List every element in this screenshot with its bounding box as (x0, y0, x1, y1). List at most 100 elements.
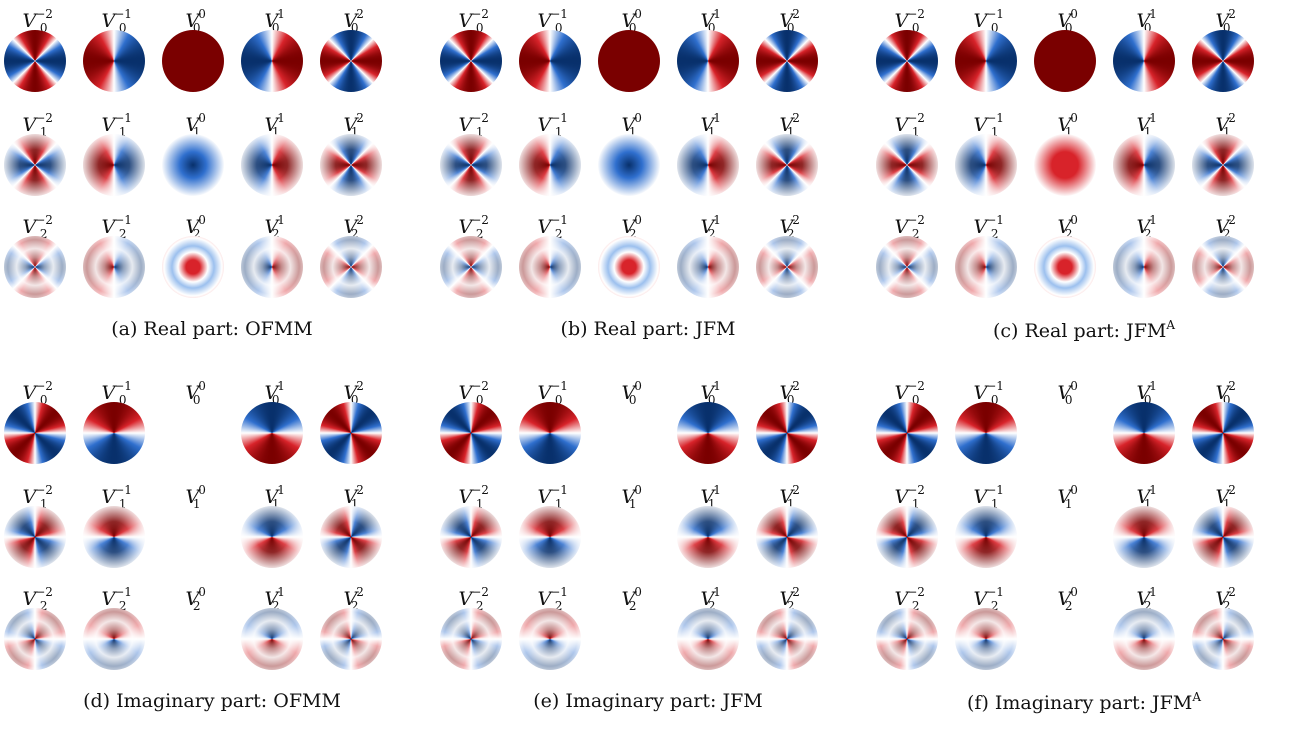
basis-disk (241, 236, 303, 298)
basis-order-n: 1 (990, 497, 999, 511)
basis-order-m: −2 (471, 213, 489, 227)
basis-disk (876, 236, 938, 298)
basis-order-m: 1 (1149, 379, 1157, 393)
basis-order-n: 2 (475, 599, 484, 613)
basis-disk (162, 236, 224, 298)
basis-symbol: V (621, 10, 636, 32)
basis-cell-n2-m-2: V−22 (438, 206, 504, 310)
basis-symbol: V (1136, 216, 1151, 238)
basis-label: V12 (1111, 578, 1177, 613)
basis-order-n: 2 (707, 227, 716, 241)
basis-order-m: −2 (471, 111, 489, 125)
basis-cell-n2-m-2: V−22 (2, 578, 68, 682)
basis-order-m: 1 (277, 379, 285, 393)
basis-cell-n0-m-1: V−10 (517, 372, 583, 476)
basis-symbol: V (343, 588, 358, 610)
basis-label: V−22 (2, 206, 68, 241)
basis-order-m: −2 (907, 585, 925, 599)
basis-cell-n2-m1: V12 (1111, 578, 1177, 682)
basis-label: V00 (1032, 0, 1098, 35)
basis-disk (756, 608, 818, 670)
basis-label: V−12 (81, 578, 147, 613)
basis-label: V22 (318, 206, 384, 241)
basis-cell-n1-m0: V01 (160, 476, 226, 580)
basis-symbol: V (537, 486, 552, 508)
basis-symbol: V (1057, 10, 1072, 32)
basis-disk (440, 402, 502, 464)
basis-disk (519, 30, 581, 92)
basis-order-n: 1 (350, 125, 359, 139)
basis-symbol: V (537, 382, 552, 404)
basis-disk (1192, 30, 1254, 92)
basis-order-m: −2 (471, 483, 489, 497)
basis-label: V−11 (517, 104, 583, 139)
basis-label: V11 (239, 104, 305, 139)
basis-cell-n1-m2: V21 (754, 476, 820, 580)
basis-disk (756, 30, 818, 92)
basis-symbol: V (621, 114, 636, 136)
basis-symbol: V (22, 486, 37, 508)
basis-disk (83, 506, 145, 568)
basis-cell-n1-m-1: V−11 (81, 476, 147, 580)
basis-symbol: V (779, 216, 794, 238)
basis-order-m: 2 (792, 7, 800, 21)
basis-cell-n0-m-1: V−10 (81, 372, 147, 476)
basis-disk (440, 506, 502, 568)
basis-cell-n1-m-2: V−21 (874, 476, 940, 580)
basis-label: V−12 (517, 206, 583, 241)
basis-label: V01 (160, 104, 226, 139)
basis-order-n: 2 (118, 227, 127, 241)
basis-cell-n0-m2: V20 (1190, 0, 1256, 104)
basis-order-n: 0 (990, 21, 999, 35)
panel-caption-text: (a) Real part: OFMM (111, 318, 313, 340)
basis-order-n: 2 (271, 227, 280, 241)
basis-disk (598, 30, 660, 92)
basis-disk (4, 608, 66, 670)
basis-symbol: V (779, 10, 794, 32)
basis-symbol: V (185, 216, 200, 238)
basis-cell-n1-m0: V01 (1032, 476, 1098, 580)
basis-cell-n0-m0: V00 (1032, 372, 1098, 476)
panel-f: V−20 V−10 V00 V10 V20 V−21 V−11 V01 V11 V21 V−22 V−… (874, 372, 1289, 714)
basis-disk (83, 608, 145, 670)
basis-symbol: V (1136, 588, 1151, 610)
basis-order-m: 0 (1070, 483, 1078, 497)
basis-order-m: 2 (792, 379, 800, 393)
basis-cell-n1-m2: V21 (318, 476, 384, 580)
basis-label: V21 (754, 476, 820, 511)
basis-cell-n2-m1: V12 (675, 206, 741, 310)
basis-order-n: 2 (990, 227, 999, 241)
basis-symbol: V (1136, 382, 1151, 404)
basis-order-n: 0 (786, 393, 795, 407)
basis-label: V20 (754, 0, 820, 35)
basis-label: V−20 (438, 372, 504, 407)
basis-symbol: V (264, 114, 279, 136)
basis-order-n: 0 (1064, 393, 1073, 407)
basis-order-m: 2 (356, 213, 364, 227)
basis-symbol: V (343, 216, 358, 238)
basis-disk (955, 134, 1017, 196)
basis-symbol: V (973, 114, 988, 136)
basis-order-n: 0 (911, 393, 920, 407)
basis-symbol: V (22, 382, 37, 404)
basis-disk (519, 134, 581, 196)
basis-label: V02 (160, 578, 226, 613)
basis-label: V−12 (953, 578, 1019, 613)
panel-caption: (f) Imaginary part: JFMA (874, 690, 1289, 714)
basis-symbol: V (343, 486, 358, 508)
basis-cell-n0-m-1: V−10 (517, 0, 583, 104)
basis-disk (1192, 236, 1254, 298)
basis-order-m: 1 (713, 585, 721, 599)
basis-order-m: 1 (1149, 585, 1157, 599)
basis-disk (876, 608, 938, 670)
basis-order-n: 1 (118, 125, 127, 139)
basis-symbol: V (343, 114, 358, 136)
basis-disk (4, 402, 66, 464)
basis-order-n: 0 (271, 393, 280, 407)
basis-symbol: V (700, 588, 715, 610)
basis-order-m: 0 (198, 585, 206, 599)
basis-cell-n0-m1: V10 (675, 372, 741, 476)
basis-cell-n0-m1: V10 (239, 0, 305, 104)
basis-cell-n1-m1: V11 (675, 476, 741, 580)
basis-cell-n1-m-2: V−21 (438, 476, 504, 580)
